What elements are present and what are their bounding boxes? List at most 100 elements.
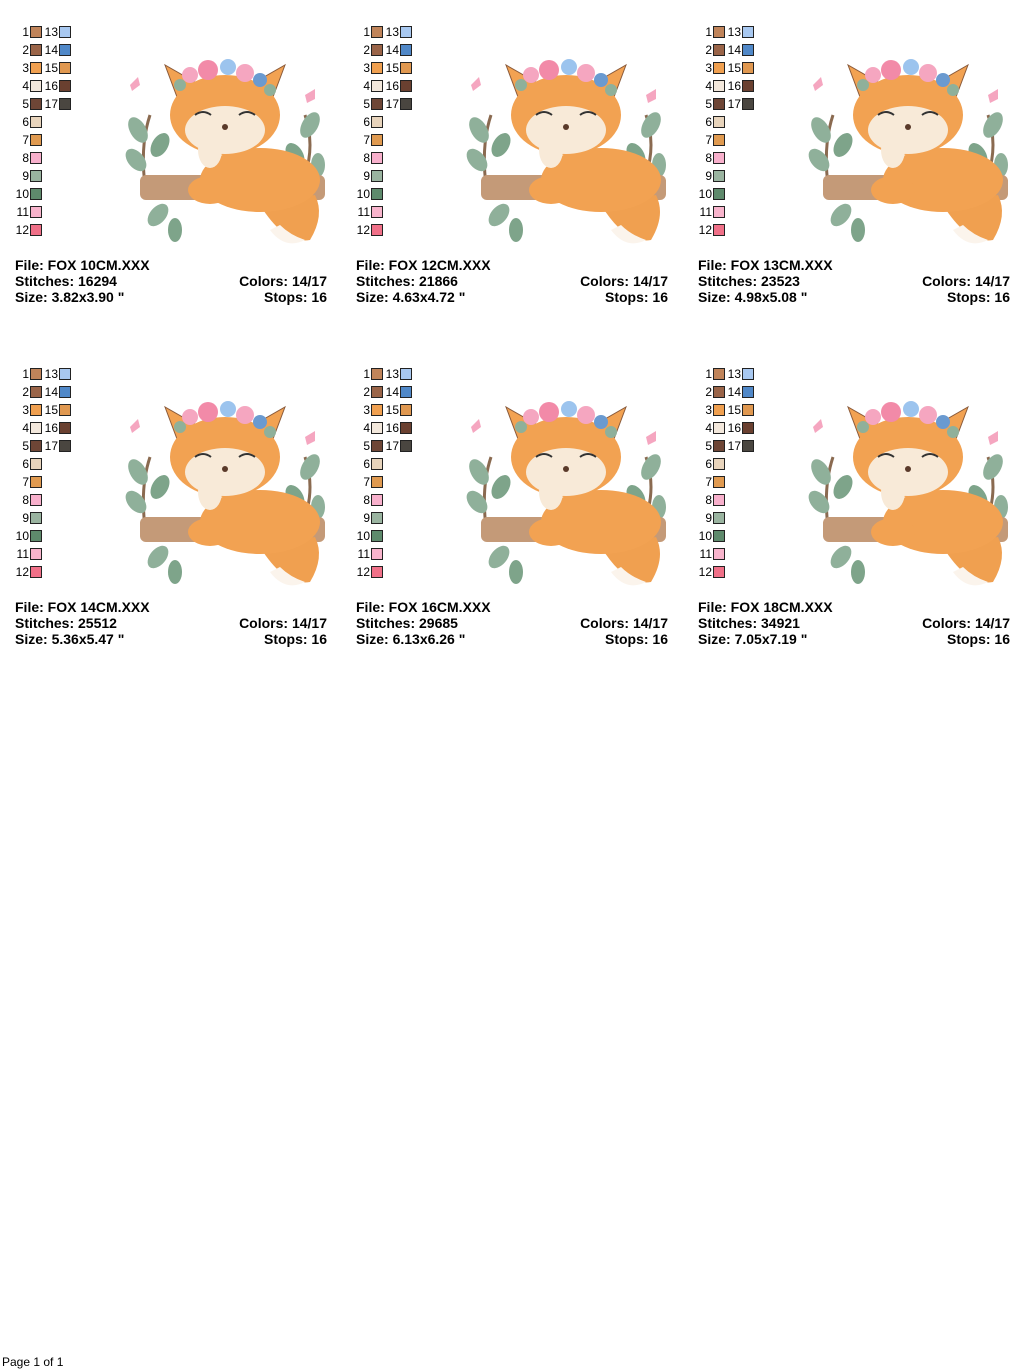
- color-swatch: [713, 188, 725, 200]
- palette-number: 4: [363, 79, 370, 93]
- color-swatch: [371, 26, 383, 38]
- color-swatch: [400, 62, 412, 74]
- color-swatch: [30, 188, 42, 200]
- color-swatch: [713, 404, 725, 416]
- color-swatch: [713, 98, 725, 110]
- design-size: Size: 4.63x4.72 ": [356, 289, 466, 305]
- palette-entry: 12: [15, 223, 42, 237]
- palette-entry: 16: [44, 421, 71, 435]
- palette-entry: 11: [698, 547, 725, 561]
- butterflies: [471, 419, 656, 445]
- color-swatch: [713, 566, 725, 578]
- palette-number: 5: [705, 439, 712, 453]
- flower-crown: [515, 59, 617, 96]
- color-swatch: [371, 134, 383, 146]
- color-swatch: [30, 512, 42, 524]
- color-swatch: [371, 530, 383, 542]
- color-swatch: [371, 62, 383, 74]
- color-swatch: [30, 26, 42, 38]
- palette-entry: 4: [698, 421, 725, 435]
- palette-number: 16: [727, 79, 741, 93]
- stop-count: Stops: 16: [604, 631, 668, 647]
- palette-number: 10: [698, 529, 712, 543]
- stitch-count: Stitches: 25512: [15, 615, 117, 631]
- color-swatch: [59, 422, 71, 434]
- color-count: Colors: 14/17: [580, 615, 668, 631]
- palette-number: 9: [705, 511, 712, 525]
- palette-entry: 15: [44, 403, 71, 417]
- palette-entry: 7: [356, 475, 383, 489]
- palette-number: 5: [363, 97, 370, 111]
- color-swatch: [30, 170, 42, 182]
- color-swatch: [400, 386, 412, 398]
- palette-number: 2: [705, 43, 712, 57]
- color-swatch: [713, 62, 725, 74]
- color-swatch: [742, 440, 754, 452]
- palette-entry: 1: [15, 25, 42, 39]
- color-swatch: [742, 386, 754, 398]
- palette-number: 1: [363, 25, 370, 39]
- palette-entry: 4: [15, 79, 42, 93]
- color-swatch: [371, 404, 383, 416]
- color-swatch: [713, 458, 725, 470]
- palette-number: 6: [363, 457, 370, 471]
- color-swatch: [371, 422, 383, 434]
- palette-number: 3: [705, 403, 712, 417]
- palette-entry: 17: [385, 97, 412, 111]
- palette-number: 13: [44, 367, 58, 381]
- palette-number: 17: [727, 439, 741, 453]
- stop-count: Stops: 16: [263, 289, 327, 305]
- file-name: File: FOX 13CM.XXX: [698, 257, 833, 273]
- color-swatch: [371, 206, 383, 218]
- file-name: File: FOX 16CM.XXX: [356, 599, 491, 615]
- color-swatch: [371, 170, 383, 182]
- color-swatch: [371, 476, 383, 488]
- palette-number: 14: [727, 43, 741, 57]
- palette-number: 17: [727, 97, 741, 111]
- palette-entry: 11: [356, 547, 383, 561]
- palette-number: 12: [698, 565, 712, 579]
- palette-number: 8: [363, 493, 370, 507]
- palette-entry: 17: [727, 97, 754, 111]
- palette-entry: 15: [385, 61, 412, 75]
- color-swatch: [713, 476, 725, 488]
- color-swatch: [371, 512, 383, 524]
- color-swatch: [400, 80, 412, 92]
- color-swatch: [713, 440, 725, 452]
- color-swatch: [30, 458, 42, 470]
- color-swatch: [400, 368, 412, 380]
- flower-crown: [174, 59, 276, 96]
- palette-number: 8: [22, 493, 29, 507]
- palette-entry: 13: [44, 25, 71, 39]
- palette-number: 14: [727, 385, 741, 399]
- fox-design-preview: [803, 35, 1013, 250]
- file-name: File: FOX 10CM.XXX: [15, 257, 150, 273]
- color-swatch: [400, 26, 412, 38]
- design-size: Size: 7.05x7.19 ": [698, 631, 808, 647]
- leaf-branch-left: [808, 114, 865, 242]
- color-swatch: [30, 494, 42, 506]
- color-swatch: [713, 44, 725, 56]
- stitch-count: Stitches: 21866: [356, 273, 458, 289]
- fox-design-preview: [461, 377, 671, 592]
- color-swatch: [371, 224, 383, 236]
- palette-entry: 3: [698, 61, 725, 75]
- color-swatch: [713, 386, 725, 398]
- color-swatch: [30, 368, 42, 380]
- color-swatch: [713, 170, 725, 182]
- color-swatch: [371, 566, 383, 578]
- palette-entry: 8: [356, 151, 383, 165]
- color-swatch: [30, 80, 42, 92]
- palette-number: 8: [705, 493, 712, 507]
- palette-number: 3: [363, 403, 370, 417]
- color-swatch: [371, 440, 383, 452]
- palette-number: 6: [22, 115, 29, 129]
- palette-entry: 14: [727, 43, 754, 57]
- palette-entry: 6: [15, 457, 42, 471]
- palette-entry: 8: [698, 151, 725, 165]
- color-swatch: [713, 548, 725, 560]
- color-swatch: [713, 494, 725, 506]
- palette-entry: 11: [356, 205, 383, 219]
- leaf-branch-left: [125, 456, 182, 584]
- palette-entry: 3: [356, 61, 383, 75]
